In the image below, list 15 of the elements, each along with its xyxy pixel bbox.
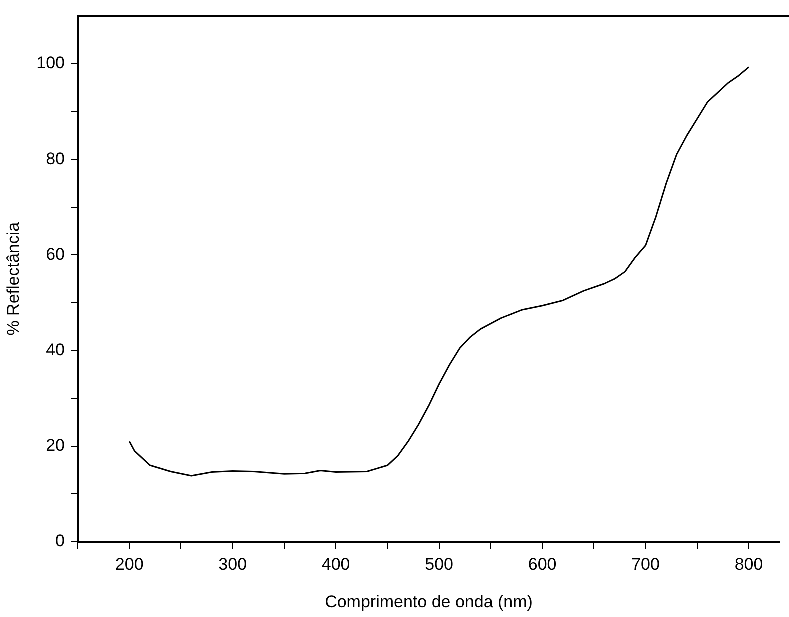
x-axis-title: Comprimento de onda (nm) [325,592,533,612]
x-tick-label: 500 [425,554,454,574]
y-tick-label: 0 [56,532,65,551]
x-tick-label: 600 [528,554,557,574]
x-tick-label: 300 [218,554,248,574]
y-axis-title: % Reflectância [4,222,23,336]
x-tick-label: 700 [632,554,660,574]
x-tick-label: 800 [734,554,764,574]
y-tick-label: 20 [46,436,65,456]
x-tick-label: 200 [115,554,144,574]
y-tick-label: 40 [46,340,65,360]
y-tick-label: 80 [46,149,65,168]
y-tick-label: 100 [36,54,65,73]
y-tick-label: 60 [46,244,65,264]
x-tick-label: 400 [322,554,350,574]
